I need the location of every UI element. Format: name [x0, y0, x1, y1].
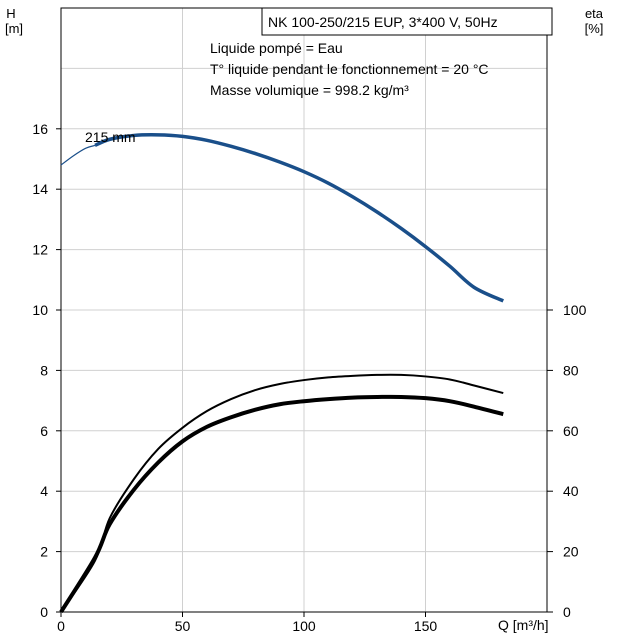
left-axis-label-quantity: H: [6, 6, 15, 21]
right-tick-label-0: 0: [563, 604, 571, 620]
left-tick-label-3: 6: [40, 423, 48, 439]
left-tick-label-1: 2: [40, 544, 48, 560]
left-tick-label-6: 12: [32, 242, 48, 258]
title-box: [261, 7, 553, 36]
head-curve-extension: [60, 144, 96, 166]
x-axis-label: Q [m³/h]: [498, 617, 549, 633]
left-tick-label-7: 14: [32, 181, 48, 197]
series-group: [59, 133, 504, 614]
efficiency-curve-thin: [60, 373, 504, 613]
x-tick-label-1: 50: [175, 618, 191, 634]
annotation-liquid: Liquide pompé = Eau: [210, 40, 343, 56]
annotation-temperature: T° liquide pendant le fonctionnement = 2…: [210, 61, 489, 77]
left-tick-label-0: 0: [40, 604, 48, 620]
left-tick-label-4: 8: [40, 362, 48, 378]
axis-ticks: 0 50 100 150 0 2 4 6 8 10 12 14 16 0 20 40 60 80 100: [32, 121, 586, 634]
head-curve: [94, 133, 504, 303]
annotation-density: Masse volumique = 998.2 kg/m³: [210, 82, 409, 98]
left-tick-label-5: 10: [32, 302, 48, 318]
grid-lines: [61, 8, 547, 612]
x-tick-label-3: 150: [414, 618, 438, 634]
right-tick-label-1: 20: [563, 544, 579, 560]
left-tick-label-2: 4: [40, 483, 48, 499]
left-tick-label-8: 16: [32, 121, 48, 137]
x-tick-label-2: 100: [292, 618, 316, 634]
right-axis-label-unit: [%]: [585, 21, 604, 36]
right-tick-label-3: 60: [563, 423, 579, 439]
right-tick-label-2: 40: [563, 483, 579, 499]
right-axis-label-quantity: eta: [585, 6, 604, 21]
right-tick-label-5: 100: [563, 302, 587, 318]
x-tick-label-0: 0: [57, 618, 65, 634]
impeller-diameter-label: 215 mm: [85, 129, 136, 145]
chart-title: NK 100-250/215 EUP, 3*400 V, 50Hz: [268, 14, 498, 30]
right-tick-label-4: 80: [563, 362, 579, 378]
efficiency-curve-thick: [59, 394, 504, 614]
left-axis-label-unit: [m]: [5, 21, 23, 36]
